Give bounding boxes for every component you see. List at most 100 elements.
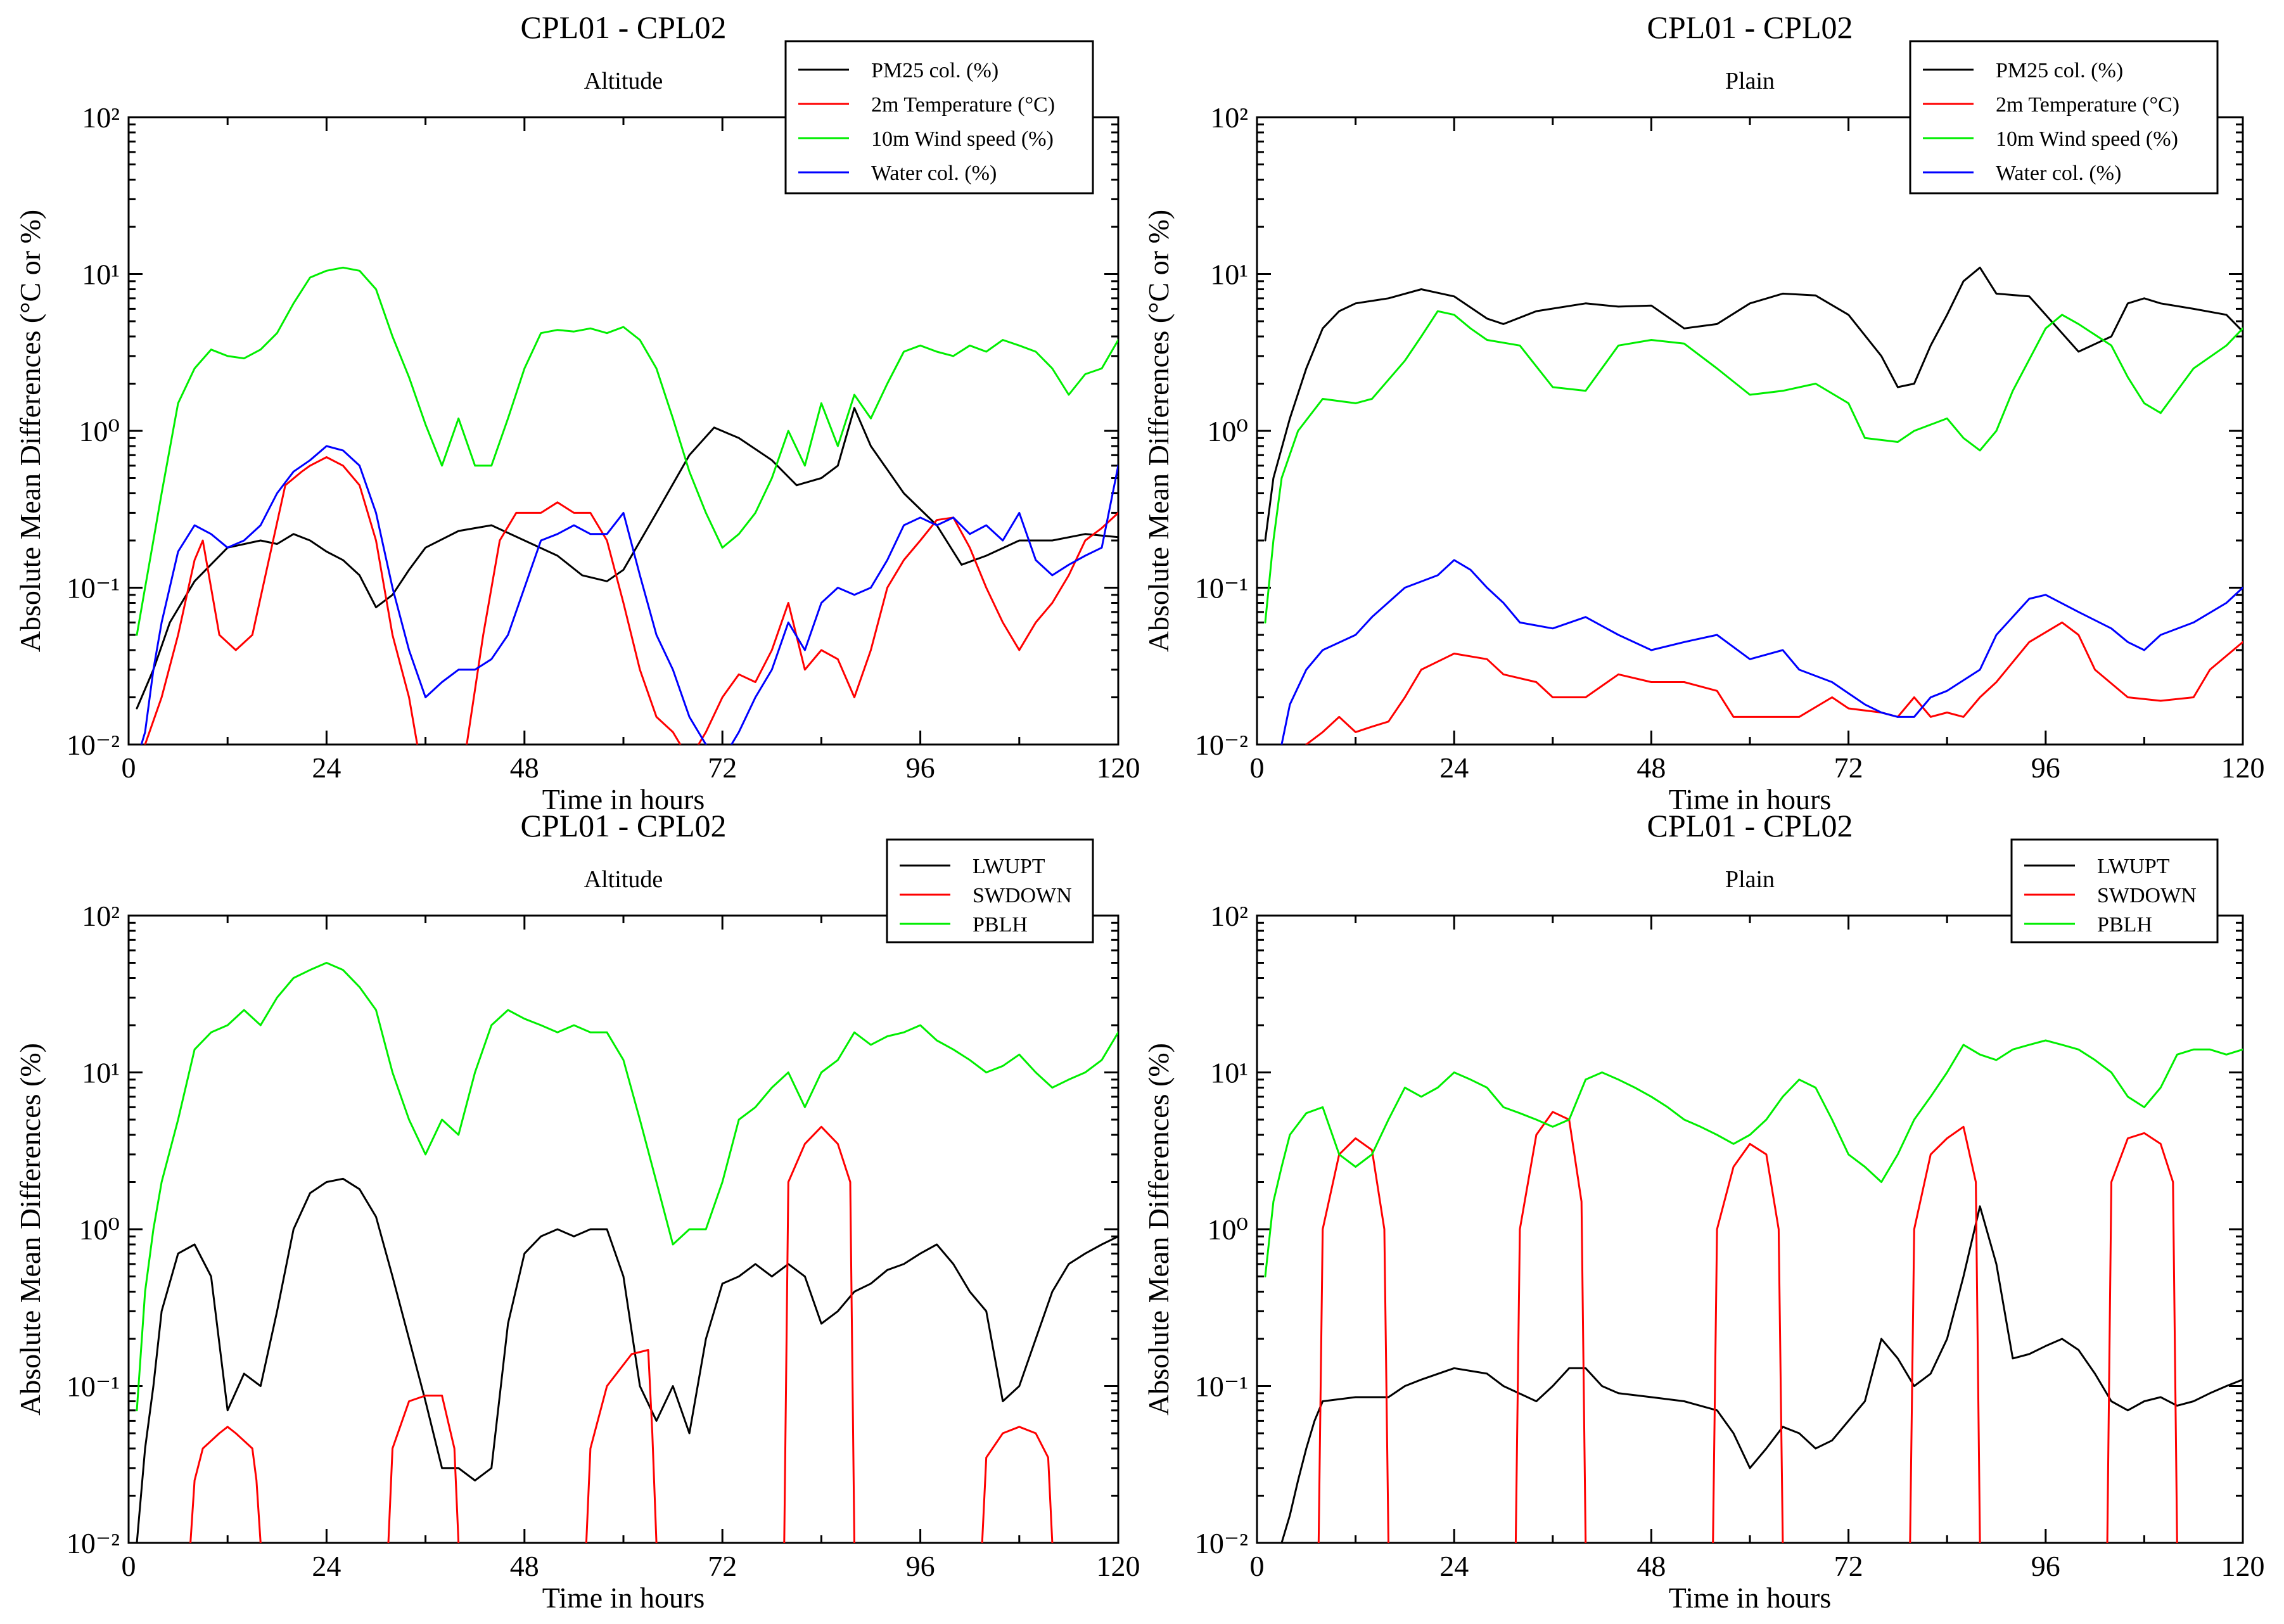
x-tick-label: 72 — [708, 1550, 737, 1582]
chart-title: CPL01 - CPL02 — [520, 10, 726, 45]
chart-subtitle: Altitude — [584, 68, 663, 94]
x-tick-label: 72 — [708, 751, 737, 784]
legend-box — [886, 838, 1094, 943]
x-tick-label: 96 — [906, 751, 935, 784]
series-line-2 — [136, 266, 1118, 636]
x-tick-label: 96 — [2031, 751, 2060, 784]
legend-label: LWUPT — [973, 855, 1045, 878]
y-tick-label: 10² — [1210, 101, 1248, 134]
y-tick-label: 10¹ — [1210, 259, 1248, 291]
legend-label: SWDOWN — [2097, 884, 2197, 907]
plot-frame — [127, 914, 1120, 1544]
x-tick-label: 24 — [312, 1550, 341, 1582]
x-tick-label: 0 — [1250, 751, 1265, 784]
x-tick-label: 24 — [312, 751, 341, 784]
legend-label: Water col. (%) — [871, 162, 997, 185]
y-axis-label: Absolute Mean Differences (°C or %) — [1142, 210, 1175, 652]
y-tick-label: 10¹ — [82, 259, 120, 291]
x-tick-label: 0 — [122, 1550, 136, 1582]
chart-panel-top-right: CPL01 - CPL02 Plain 0 24 48 72 96 120 10⁻² 10⁻¹ 10… — [1142, 10, 2265, 815]
legend-label: 10m Wind speed (%) — [871, 127, 1054, 151]
series-line-0 — [136, 1177, 1118, 1543]
y-axis-label: Absolute Mean Differences (°C or %) — [14, 210, 46, 652]
y-tick-label: 10² — [1210, 900, 1248, 932]
x-axis-label: Time in hours — [1669, 783, 1831, 815]
x-tick-label: 24 — [1439, 1550, 1469, 1582]
series-line-0 — [1264, 266, 2243, 542]
y-tick-label: 10⁻¹ — [1195, 572, 1248, 604]
x-tick-label: 120 — [1097, 751, 1140, 784]
plot-frame — [1256, 116, 2244, 746]
x-axis-label: Time in hours — [542, 1582, 705, 1614]
x-tick-label: 72 — [1834, 1550, 1863, 1582]
series-line-2 — [136, 962, 1118, 1412]
legend-label: PM25 col. (%) — [1996, 59, 2123, 82]
y-tick-label: 10⁻² — [1195, 1527, 1248, 1559]
y-tick-label: 10¹ — [82, 1057, 120, 1089]
y-tick-label: 10⁻² — [67, 1527, 120, 1559]
x-tick-label: 48 — [1636, 751, 1666, 784]
x-tick-label: 120 — [2221, 751, 2265, 784]
legend-box — [784, 40, 1094, 195]
plot-frame — [1256, 914, 2244, 1544]
chart-panel-top-left: CPL01 - CPL02 Altitude 0 24 48 72 96 120 10⁻² 10⁻… — [14, 10, 1140, 815]
chart-title: CPL01 - CPL02 — [1647, 10, 1853, 45]
series-line-0 — [136, 407, 1118, 710]
x-tick-label: 120 — [1097, 1550, 1140, 1582]
series-line-1 — [1305, 621, 2243, 745]
legend-label: 10m Wind speed (%) — [1996, 127, 2178, 151]
series-line-2 — [1264, 1039, 2243, 1277]
legend-label: PBLH — [973, 913, 1028, 937]
legend-label: LWUPT — [2097, 855, 2170, 878]
series-group — [1264, 1039, 2243, 1543]
legend: PM25 col. (%) 2m Temperature (°C) 10m Wind… — [1909, 40, 2219, 195]
chart-panel-bottom-left: CPL01 - CPL02 Altitude 0 24 48 72 96 120 10⁻² 10⁻… — [14, 808, 1140, 1614]
legend-label: Water col. (%) — [1996, 162, 2121, 185]
y-tick-label: 10⁻¹ — [1195, 1371, 1248, 1403]
y-tick-label: 10⁻² — [67, 729, 120, 761]
series-line-0 — [1280, 1205, 2243, 1543]
y-tick-label: 10⁻¹ — [67, 1371, 120, 1403]
series-line-3 — [140, 445, 1118, 745]
legend-label: PM25 col. (%) — [871, 59, 998, 82]
legend-label: SWDOWN — [973, 884, 1072, 907]
series-line-3 — [1280, 559, 2243, 745]
y-tick-label: 10⁻² — [1195, 729, 1248, 761]
legend-box — [2010, 838, 2219, 943]
x-tick-label: 0 — [1250, 1550, 1265, 1582]
chart-panel-bottom-right: CPL01 - CPL02 Plain 0 24 48 72 96 120 10⁻² 10⁻¹ 10… — [1142, 808, 2265, 1614]
plot-frame — [127, 116, 1120, 746]
series-group — [136, 962, 1118, 1543]
chart-title: CPL01 - CPL02 — [520, 808, 726, 843]
x-tick-label: 120 — [2221, 1550, 2265, 1582]
legend-label: PBLH — [2097, 913, 2152, 937]
y-tick-label: 10⁰ — [79, 1213, 120, 1246]
x-tick-label: 48 — [1636, 1550, 1666, 1582]
series-line-1 — [189, 1125, 1054, 1543]
chart-subtitle: Plain — [1725, 866, 1775, 893]
x-tick-label: 0 — [122, 751, 136, 784]
chart-subtitle: Altitude — [584, 866, 663, 893]
x-tick-label: 48 — [510, 1550, 539, 1582]
x-tick-label: 96 — [2031, 1550, 2060, 1582]
x-tick-label: 48 — [510, 751, 539, 784]
x-axis-label: Time in hours — [1669, 1582, 1831, 1614]
legend: LWUPT SWDOWN PBLH — [2010, 838, 2219, 943]
y-axis-label: Absolute Mean Differences (%) — [14, 1043, 46, 1416]
x-tick-label: 96 — [906, 1550, 935, 1582]
x-tick-label: 72 — [1834, 751, 1863, 784]
series-line-2 — [1264, 310, 2243, 623]
series-line-1 — [1317, 1111, 2178, 1543]
series-group — [136, 266, 1118, 745]
x-axis-label: Time in hours — [542, 783, 705, 815]
y-axis-label: Absolute Mean Differences (%) — [1142, 1043, 1175, 1416]
y-tick-label: 10⁰ — [1208, 415, 1248, 447]
legend-label: 2m Temperature (°C) — [1996, 93, 2179, 117]
chart-title: CPL01 - CPL02 — [1647, 808, 1853, 843]
chart-subtitle: Plain — [1725, 68, 1775, 94]
y-tick-label: 10⁰ — [1208, 1213, 1248, 1246]
y-tick-label: 10⁻¹ — [67, 572, 120, 604]
y-tick-label: 10⁰ — [79, 415, 120, 447]
series-group — [1264, 266, 2243, 745]
